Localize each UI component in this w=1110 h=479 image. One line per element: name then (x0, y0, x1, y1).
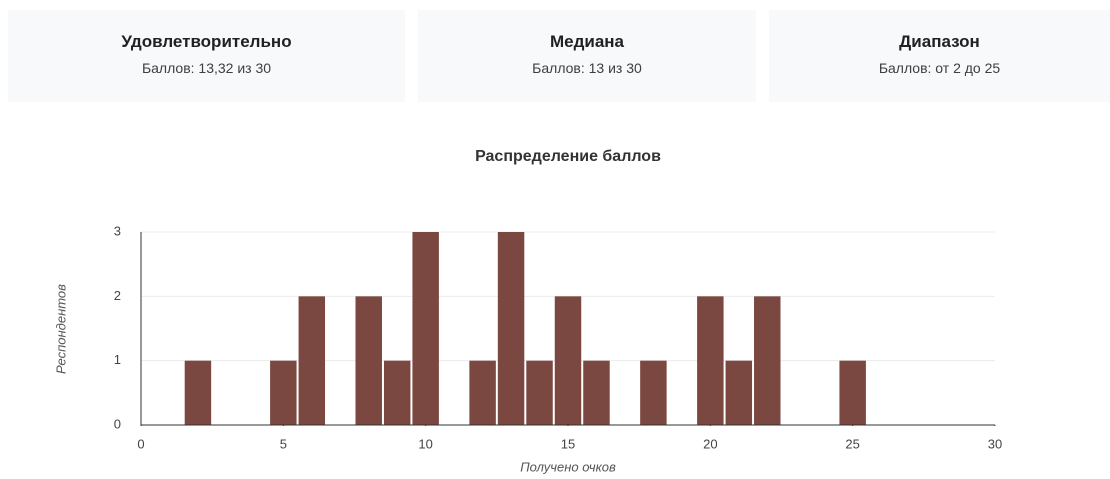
x-tick-label: 25 (845, 436, 859, 451)
x-tick-label: 30 (988, 436, 1002, 451)
y-tick-label: 1 (114, 352, 121, 367)
bar (725, 360, 753, 425)
x-axis-label: Получено очков (520, 459, 616, 474)
y-tick-label: 0 (114, 416, 121, 431)
card: Диапазон Баллов: от 2 до 25 (769, 10, 1110, 102)
bar (270, 360, 297, 425)
x-tick-label: 0 (137, 436, 144, 451)
bar (526, 360, 553, 425)
bar (383, 360, 411, 425)
bar (184, 360, 212, 425)
chart-title: Распределение баллов (475, 148, 661, 165)
bar (640, 360, 667, 425)
bar (583, 360, 610, 425)
bar (298, 296, 326, 425)
card-subtitle: Баллов: 13,32 из 30 (141, 60, 272, 76)
card: Удовлетворительно Баллов: 13,32 из 30 (8, 10, 405, 102)
bar (497, 232, 525, 425)
bar (697, 296, 724, 425)
card-subtitle: Баллов: от 2 до 25 (878, 60, 1001, 76)
x-tick-label: 20 (703, 436, 717, 451)
card-title: Удовлетворительно (121, 32, 292, 51)
summary-cards: Удовлетворительно Баллов: 13,32 из 30 Ме… (8, 10, 1110, 102)
x-tick-label: 10 (418, 436, 432, 451)
bar (554, 296, 582, 425)
bar (839, 360, 866, 425)
y-axis-label: Респондентов (53, 284, 68, 374)
bar (355, 296, 382, 425)
card-title: Медиана (549, 32, 625, 51)
bar (754, 296, 781, 425)
card-subtitle: Баллов: 13 из 30 (532, 60, 642, 76)
x-tick-label: 5 (280, 436, 287, 451)
y-tick-label: 2 (114, 288, 121, 303)
bar (469, 360, 496, 425)
y-tick-label: 3 (114, 223, 121, 238)
card: Медиана Баллов: 13 из 30 (418, 10, 756, 102)
bar (412, 232, 439, 425)
x-tick-label: 15 (561, 436, 575, 451)
card-title: Диапазон (899, 32, 980, 51)
